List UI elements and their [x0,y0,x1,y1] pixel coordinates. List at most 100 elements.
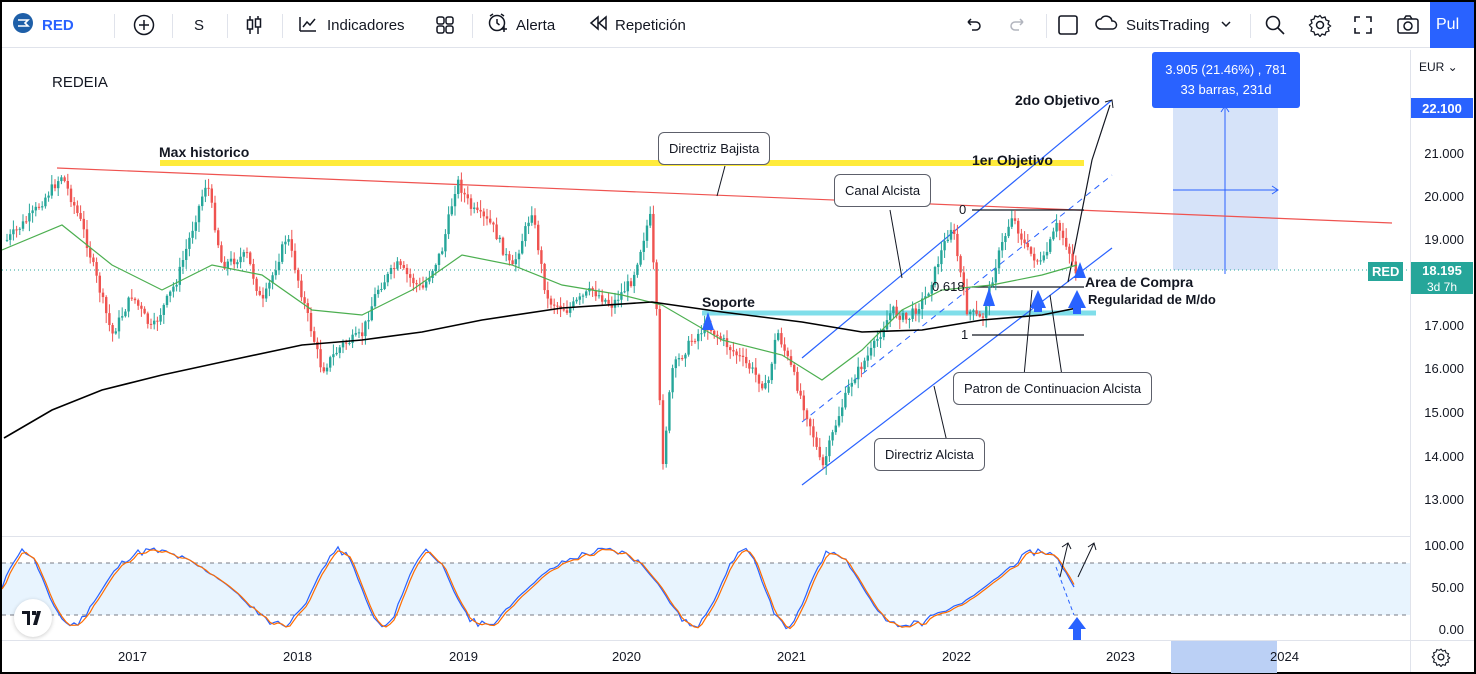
segundo-objetivo-label: 2do Objetivo [1015,92,1100,108]
candle-body [319,349,322,368]
candle-body [386,273,389,283]
candle-body [802,395,805,411]
toolbar-divider [282,14,283,38]
directriz-alcista-callout[interactable]: Directriz Alcista [874,438,985,471]
candle-body [780,333,783,345]
stoch-d-line [2,548,1075,630]
symbol-search[interactable]: RED [12,2,74,48]
canal-alcista-callout[interactable]: Canal Alcista [834,174,932,207]
fullscreen-square-icon[interactable] [1057,2,1079,48]
candle-body [25,221,28,223]
candle-body [57,181,60,189]
candle-body [249,252,252,264]
layout-grid-icon[interactable] [434,2,456,48]
candle-body [197,206,201,223]
candle-body [508,254,511,261]
redo-icon[interactable] [1007,2,1029,48]
candle-body [229,258,233,262]
candle-body [821,457,825,466]
buy-arrow-marker [1030,290,1046,312]
replay-icon [587,12,609,38]
candle-body [108,313,111,326]
candle-body [825,456,828,466]
price-tick: 15.000 [1424,405,1464,420]
candle-body [153,320,156,325]
candle-body [997,250,1001,269]
candle-body [783,344,786,351]
gear-icon[interactable] [1431,647,1451,672]
candle-body [1055,222,1058,232]
candle-body [341,342,345,348]
candle-body [169,291,172,296]
time-tick: 2019 [449,649,478,664]
undo-icon[interactable] [962,2,984,48]
patron-continuacion-callout[interactable]: Patron de Continuacion Alcista [953,372,1153,405]
interval-button[interactable]: S [194,2,204,48]
candle-body [437,253,441,265]
osc-tick: 100.00 [1424,538,1464,553]
candle-body [1049,239,1052,252]
candle-body [1052,231,1055,240]
replay-button[interactable]: Repetición [587,2,686,48]
time-tick: 2020 [612,649,641,664]
publish-button[interactable]: Pul [1430,2,1474,48]
candle-body [511,260,514,265]
directriz-bajista-callout[interactable]: Directriz Bajista [658,132,771,165]
candle-body [322,367,325,372]
candle-body [818,446,821,458]
tradingview-logo[interactable] [14,599,52,637]
candle-body [149,323,153,325]
alert-button[interactable]: Alerta [486,2,555,48]
candle-body [754,367,757,375]
indicators-label: Indicadores [327,16,405,34]
candle-body [181,259,185,267]
candle-body [1074,261,1077,274]
price-axis[interactable]: EUR ⌄ 22.100 21.000 20.000 19.000 18.195… [1410,50,1474,640]
price-tick: 20.000 [1424,189,1464,204]
gear-icon[interactable] [1308,2,1332,48]
measure-tooltip: 3.905 (21.46%) , 781 33 barras, 231d [1152,52,1300,108]
candle-body [44,197,47,207]
candle-body [434,264,437,272]
candle-body [95,262,98,276]
candle-body [937,264,940,268]
main-chart-pane[interactable]: REDEIA Max historico 1er Objetivo 2do Ob… [2,50,1410,536]
candle-body [255,278,258,292]
candle-body [895,306,898,316]
symbol-label: RED [42,16,74,34]
candle-body [693,341,697,343]
chart-settings-corner[interactable] [1410,640,1474,672]
price-chart-canvas[interactable] [2,50,1410,536]
candle-body [837,416,841,426]
compare-add-icon[interactable] [132,2,156,48]
target-arrow-head [1104,99,1114,109]
candle-body [668,392,671,431]
candle-body [841,407,844,417]
stochastic-pane[interactable] [2,536,1410,640]
candle-body [636,264,639,275]
search-icon[interactable] [1264,2,1286,48]
tv-logo-icon [22,611,41,625]
osc-up-arrow [1077,542,1097,578]
candle-body [940,250,943,265]
candle-body [585,291,588,296]
candle-body [633,274,636,287]
time-axis[interactable]: 2017 2018 2019 2020 2021 2022 2023 2024 [2,640,1410,673]
stochastic-canvas[interactable] [2,537,1410,640]
candle-body [101,292,105,298]
callout-pointer [1049,294,1063,377]
candle-body [873,340,876,348]
candle-body [623,291,626,293]
currency-selector[interactable]: EUR ⌄ [1419,60,1458,74]
candle-body [617,299,620,301]
fullscreen-icon[interactable] [1352,2,1374,48]
candle-body [876,338,879,341]
layout-menu[interactable]: SuitsTrading [1094,2,1232,48]
candle-body [421,285,425,288]
candle-body [626,281,629,292]
candles-icon[interactable] [242,2,266,48]
camera-icon[interactable] [1396,2,1420,48]
indicators-button[interactable]: Indicadores [297,2,405,48]
time-range-highlight [1171,641,1277,673]
candle-body [236,262,239,265]
